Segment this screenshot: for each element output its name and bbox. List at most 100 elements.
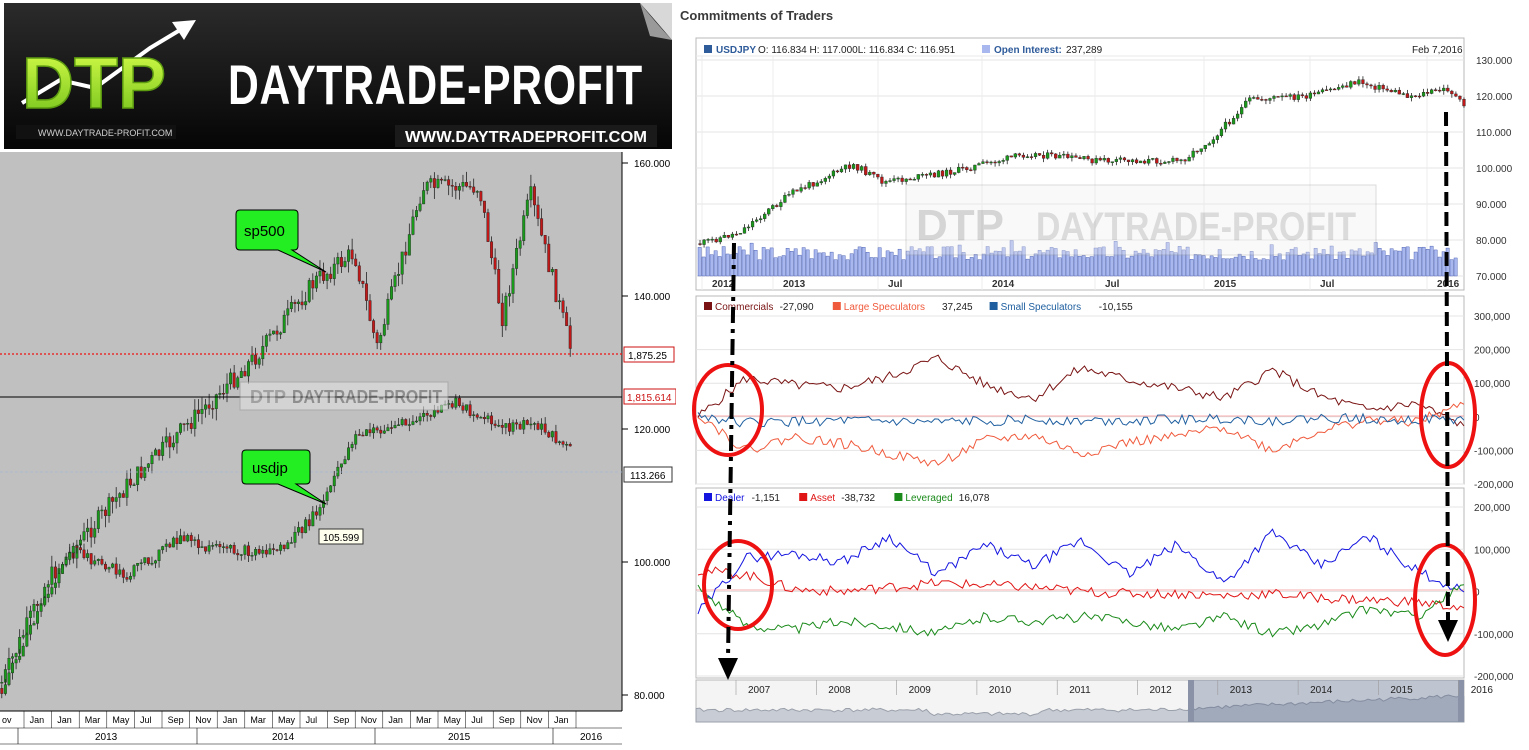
usdjpy-candle	[880, 176, 884, 184]
usdjpy-candle	[1163, 161, 1167, 164]
usdjp-candle	[364, 429, 368, 436]
usdjpy-candle	[924, 174, 928, 176]
oi-bar	[1321, 249, 1326, 277]
oi-bar	[805, 249, 810, 277]
oi-bar	[893, 255, 898, 277]
oi-bar	[841, 255, 846, 277]
legend-name: Asset	[810, 493, 835, 504]
oi-bar	[1217, 249, 1222, 277]
legend-name: Small Speculators	[1001, 302, 1082, 313]
month-label: Sep	[499, 715, 515, 725]
oi-bar	[1385, 255, 1390, 277]
usdjp-candle	[304, 519, 308, 534]
navigator-left-handle[interactable]	[1188, 680, 1194, 722]
year-label: 2016	[580, 732, 603, 743]
usdjp-candle	[504, 423, 508, 428]
oi-bar	[709, 254, 714, 277]
usdjp-candle	[390, 427, 393, 429]
usdjp-candle	[118, 569, 122, 575]
oi-bar	[885, 250, 890, 277]
usdjp-candle	[393, 425, 397, 429]
usdjp-candle	[450, 403, 454, 408]
sp500-candle	[129, 478, 132, 486]
logo-letters: DTP	[22, 44, 166, 124]
oi-bar	[1377, 248, 1382, 277]
sp500-candle	[268, 333, 272, 336]
oi-bar	[977, 259, 982, 277]
usdjp-candle	[232, 545, 236, 554]
usdjp-candle	[264, 549, 268, 555]
usdjpy-candle	[1074, 155, 1078, 158]
legend-name: Commercials	[715, 302, 773, 313]
oi-bar	[861, 247, 866, 277]
usdjpy-candle	[1159, 163, 1163, 165]
tff-panel	[695, 487, 1465, 679]
sp500-candle	[343, 261, 347, 267]
usdjp-candle	[221, 546, 225, 548]
sp500-candle	[143, 467, 147, 478]
sp500-candle	[146, 463, 150, 468]
usdjp-candle	[43, 597, 47, 606]
banner: DTP DAYTRADE-PROFIT WWW.DAYTRADE-PROFIT.…	[0, 0, 676, 152]
oi-bar	[929, 246, 934, 277]
usdjpy-candle	[876, 173, 880, 178]
usdjp-candle	[36, 611, 39, 624]
usdjpy-candle	[1256, 97, 1260, 100]
usdjpy-candle	[1175, 157, 1179, 162]
usdjpy-candle	[1434, 89, 1438, 91]
usdjp-candle	[429, 415, 433, 417]
sp500-candle	[150, 455, 154, 465]
price-axis-label: 70.000	[1476, 272, 1507, 283]
sp500-candle	[404, 251, 408, 256]
usdjp-candle	[415, 420, 418, 423]
oi-bar	[1249, 251, 1254, 277]
legend-name: Leveraged	[905, 493, 952, 504]
usdjpy-candle	[787, 194, 791, 196]
sp500-candle	[418, 203, 422, 211]
oi-bar	[833, 259, 838, 277]
sp500-candle	[432, 178, 436, 188]
oi-bar	[989, 252, 994, 277]
usdjpy-candle	[1066, 153, 1070, 158]
usdjp-candle	[61, 564, 65, 574]
sp500-candle	[157, 449, 161, 456]
usdjp-candle	[89, 553, 93, 565]
sp500-candle	[554, 269, 558, 303]
usdjp-candle	[46, 593, 50, 598]
usdjpy-candle	[920, 174, 924, 176]
sp500-candle	[243, 371, 247, 377]
navigator-right-handle[interactable]	[1458, 680, 1464, 722]
sp500-candle	[214, 394, 218, 409]
price-tick-label: 120.000	[634, 425, 671, 436]
usdjpy-candle	[1365, 83, 1369, 86]
usdjpy-candle	[1090, 158, 1094, 164]
usdjp-candle	[18, 655, 22, 660]
oi-bar	[897, 248, 902, 277]
usdjpy-candle	[985, 161, 989, 163]
oi-bar	[1169, 251, 1174, 277]
oi-bar	[1001, 247, 1006, 277]
usdjpy-candle	[1304, 95, 1308, 99]
date-axis-label: Jul	[1320, 279, 1335, 290]
usdjpy-candle	[1345, 85, 1349, 88]
usdjpy-candle	[771, 205, 775, 209]
sp500-candle	[375, 332, 379, 344]
usdjp-candle	[3, 684, 7, 694]
usdjp-candle	[154, 560, 157, 564]
sp500-candle	[82, 531, 86, 541]
usdjp-candle	[533, 423, 536, 425]
usdjpy-candle	[1215, 135, 1220, 140]
plot-area	[0, 152, 622, 711]
usdjpy-candle	[977, 163, 981, 166]
usdjpy-candle	[698, 243, 702, 245]
oi-bar	[1209, 255, 1214, 277]
usdjpy-candle	[1102, 158, 1106, 161]
usdjp-candle	[558, 441, 561, 443]
oi-bar	[1397, 250, 1402, 277]
usdjpy-candle	[722, 234, 726, 238]
oi-bar	[1197, 254, 1202, 277]
sp500-candle	[279, 332, 283, 335]
oi-bar	[1097, 247, 1102, 277]
usdjpy-candle	[1280, 95, 1284, 98]
oi-bar	[737, 246, 742, 277]
